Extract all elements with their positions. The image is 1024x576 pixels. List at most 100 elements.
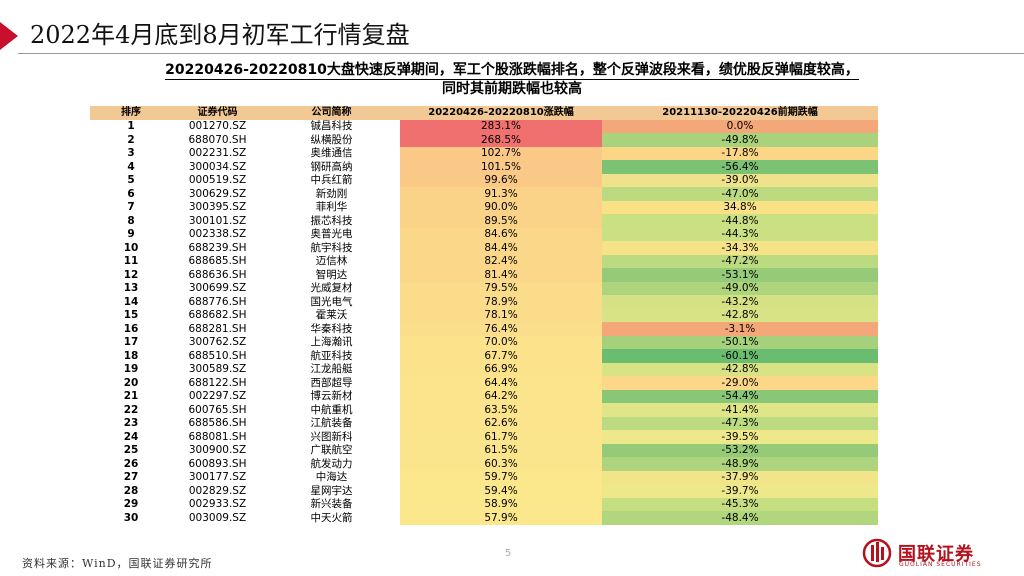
- rebound-cell: 99.6%: [400, 173, 602, 187]
- source-note: 资料来源：WinD，国联证券研究所: [22, 557, 213, 570]
- rebound-cell: 62.6%: [400, 416, 602, 430]
- prior-drop-cell: -53.1%: [602, 268, 878, 282]
- name-cell: 中兵红箭: [310, 174, 353, 187]
- prior-drop-cell: -47.3%: [602, 416, 878, 430]
- rank-cell: 17: [123, 336, 139, 349]
- prior-drop-cell: -42.8%: [602, 362, 878, 376]
- rebound-cell: 64.4%: [400, 376, 602, 390]
- prior-drop-cell: -47.0%: [602, 187, 878, 201]
- rebound-cell: 61.7%: [400, 430, 602, 444]
- table-row: 7 300395.SZ 菲利华 90.0% 34.8%: [90, 200, 878, 214]
- prior-drop-cell: -41.4%: [602, 403, 878, 417]
- table-row: 3 002231.SZ 奥维通信 102.7% -17.8%: [90, 146, 878, 160]
- rebound-cell: 102.7%: [400, 146, 602, 160]
- logo-text: 国联证券: [898, 544, 974, 565]
- table-row: 21 002297.SZ 博云新材 64.2% -54.4%: [90, 389, 878, 403]
- prior-drop-cell: -34.3%: [602, 241, 878, 255]
- slide-title: 2022年4月底到8月初军工行情复盘: [30, 21, 410, 49]
- name-cell: 江龙船艇: [310, 363, 353, 376]
- rebound-cell: 91.3%: [400, 187, 602, 201]
- table-row: 2 688070.SH 纵横股份 268.5% -49.8%: [90, 133, 878, 147]
- rebound-cell: 67.7%: [400, 349, 602, 363]
- prior-drop-cell: -43.2%: [602, 295, 878, 309]
- code-cell: 002829.SZ: [188, 484, 247, 497]
- table-row: 10 688239.SH 航宇科技 84.4% -34.3%: [90, 241, 878, 255]
- rebound-cell: 78.9%: [400, 295, 602, 309]
- prior-drop-cell: -39.7%: [602, 484, 878, 498]
- rank-cell: 24: [123, 430, 139, 443]
- prior-drop-cell: -37.9%: [602, 470, 878, 484]
- header-rank: 排序: [90, 106, 172, 120]
- code-cell: 688239.SH: [188, 241, 247, 254]
- ranking-table: 排序 证券代码 公司简称 20220426-20220810涨跌幅 202111…: [90, 106, 878, 525]
- name-cell: 中航重机: [310, 403, 353, 416]
- rebound-cell: 64.2%: [400, 389, 602, 403]
- rank-cell: 29: [123, 498, 139, 511]
- name-cell: 中天火箭: [310, 511, 353, 524]
- prior-drop-cell: -17.8%: [602, 146, 878, 160]
- table-row: 25 300900.SZ 广联航空 61.5% -53.2%: [90, 443, 878, 457]
- code-cell: 300762.SZ: [188, 336, 247, 349]
- prior-drop-cell: -48.4%: [602, 511, 878, 525]
- name-cell: 星网宇达: [310, 484, 353, 497]
- prior-drop-cell: -53.2%: [602, 443, 878, 457]
- code-cell: 688281.SH: [188, 322, 247, 335]
- name-cell: 奥普光电: [310, 228, 353, 241]
- code-cell: 300395.SZ: [188, 201, 247, 214]
- prior-drop-cell: -39.5%: [602, 430, 878, 444]
- rebound-cell: 59.7%: [400, 470, 602, 484]
- table-row: 13 300699.SZ 光威复材 79.5% -49.0%: [90, 281, 878, 295]
- table-row: 20 688122.SH 西部超导 64.4% -29.0%: [90, 376, 878, 390]
- rank-cell: 1: [127, 120, 135, 133]
- prior-drop-cell: -45.3%: [602, 497, 878, 511]
- code-cell: 300589.SZ: [188, 363, 247, 376]
- rank-cell: 16: [123, 322, 139, 335]
- name-cell: 国光电气: [310, 295, 353, 308]
- code-cell: 300101.SZ: [188, 214, 247, 227]
- code-cell: 688081.SH: [188, 430, 247, 443]
- name-cell: 菲利华: [315, 201, 348, 214]
- code-cell: 688586.SH: [188, 417, 247, 430]
- rank-cell: 14: [123, 295, 139, 308]
- name-cell: 航宇科技: [310, 241, 353, 254]
- table-row: 17 300762.SZ 上海瀚讯 70.0% -50.1%: [90, 335, 878, 349]
- code-cell: 688510.SH: [188, 349, 247, 362]
- rank-cell: 27: [123, 471, 139, 484]
- name-cell: 迈信林: [315, 255, 348, 268]
- name-cell: 铖昌科技: [310, 120, 353, 133]
- rebound-cell: 81.4%: [400, 268, 602, 282]
- name-cell: 智明达: [315, 268, 348, 281]
- logo-subtext: GUOLIAN SECURITIES: [899, 561, 982, 568]
- table-header-row: 排序 证券代码 公司简称 20220426-20220810涨跌幅 202111…: [90, 106, 878, 120]
- name-cell: 新兴装备: [310, 498, 353, 511]
- code-cell: 300034.SZ: [188, 160, 247, 173]
- name-cell: 江航装备: [310, 417, 353, 430]
- header-code: 证券代码: [172, 106, 263, 120]
- rank-cell: 5: [127, 174, 135, 187]
- table-row: 1 001270.SZ 铖昌科技 283.1% 0.0%: [90, 119, 878, 133]
- rank-cell: 26: [123, 457, 139, 470]
- logo-mark-icon: [862, 538, 892, 568]
- code-cell: 688070.SH: [188, 133, 247, 146]
- table-row: 18 688510.SH 航亚科技 67.7% -60.1%: [90, 349, 878, 363]
- code-cell: 600765.SH: [188, 403, 247, 416]
- prior-drop-cell: -44.3%: [602, 227, 878, 241]
- prior-drop-cell: -39.0%: [602, 173, 878, 187]
- prior-drop-cell: -50.1%: [602, 335, 878, 349]
- rank-cell: 3: [127, 147, 135, 160]
- code-cell: 300699.SZ: [188, 282, 247, 295]
- rank-cell: 19: [123, 363, 139, 376]
- rebound-cell: 82.4%: [400, 254, 602, 268]
- code-cell: 688636.SH: [188, 268, 247, 281]
- table-row: 24 688081.SH 兴图新科 61.7% -39.5%: [90, 430, 878, 444]
- table-body: 1 001270.SZ 铖昌科技 283.1% 0.0% 2 688070.SH 纵横股份 26…: [90, 119, 878, 525]
- header-triangle-icon: [0, 22, 18, 50]
- code-cell: 003009.SZ: [188, 511, 247, 524]
- rebound-cell: 70.0%: [400, 335, 602, 349]
- rank-cell: 7: [127, 201, 135, 214]
- name-cell: 上海瀚讯: [310, 336, 353, 349]
- rebound-cell: 66.9%: [400, 362, 602, 376]
- rebound-cell: 84.6%: [400, 227, 602, 241]
- rebound-cell: 84.4%: [400, 241, 602, 255]
- header-name: 公司简称: [263, 106, 400, 120]
